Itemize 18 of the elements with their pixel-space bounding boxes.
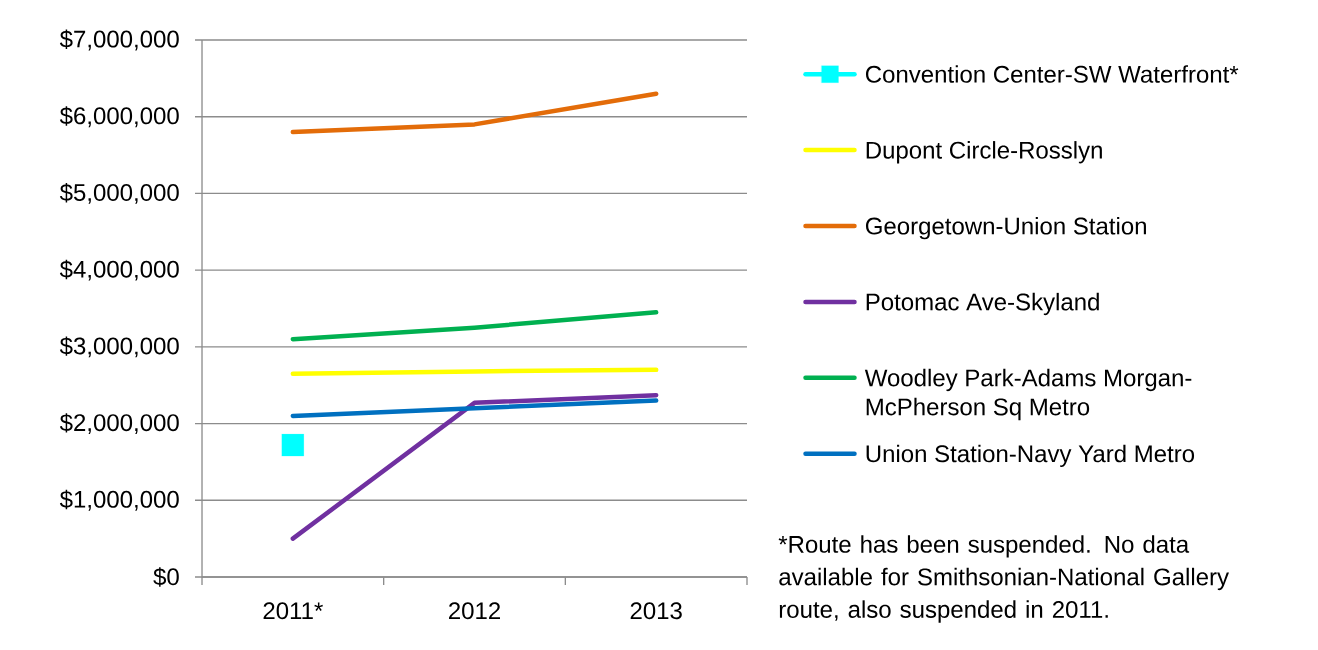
y-tick-label: $5,000,000 xyxy=(59,183,179,204)
legend-label: Dupont Circle-Rosslyn xyxy=(866,141,1102,164)
y-tick-label: $7,000,000 xyxy=(59,29,179,51)
x-tick-label: 2012 xyxy=(449,602,500,620)
y-tick-label: $0 xyxy=(153,567,179,587)
legend-label: Union Station-Navy Yard Metro xyxy=(866,444,1195,468)
y-tick-label: $6,000,000 xyxy=(59,106,179,128)
x-tick-label: 2013 xyxy=(630,602,682,620)
y-tick-label: $3,000,000 xyxy=(59,336,179,358)
y-tick-label: $2,000,000 xyxy=(59,413,179,434)
text: *Route has been suspended. No data available for Smithsonian-National Gallery route, also suspended in 2011. xyxy=(778,535,1229,623)
y-tick-label: $1,000,000 xyxy=(59,489,179,511)
legend-label: Georgetown-Union Station xyxy=(865,216,1146,240)
legend-label: Potomac Ave-Skyland xyxy=(866,292,1099,316)
legend-label: Woodley Park-Adams Morgan-McPherson Sq Metro xyxy=(864,368,1192,421)
legend-label: Convention Center-SW Waterfront* xyxy=(865,65,1239,83)
y-tick-label: $4,000,000 xyxy=(59,259,179,281)
x-tick-label: 2011* xyxy=(263,602,323,620)
